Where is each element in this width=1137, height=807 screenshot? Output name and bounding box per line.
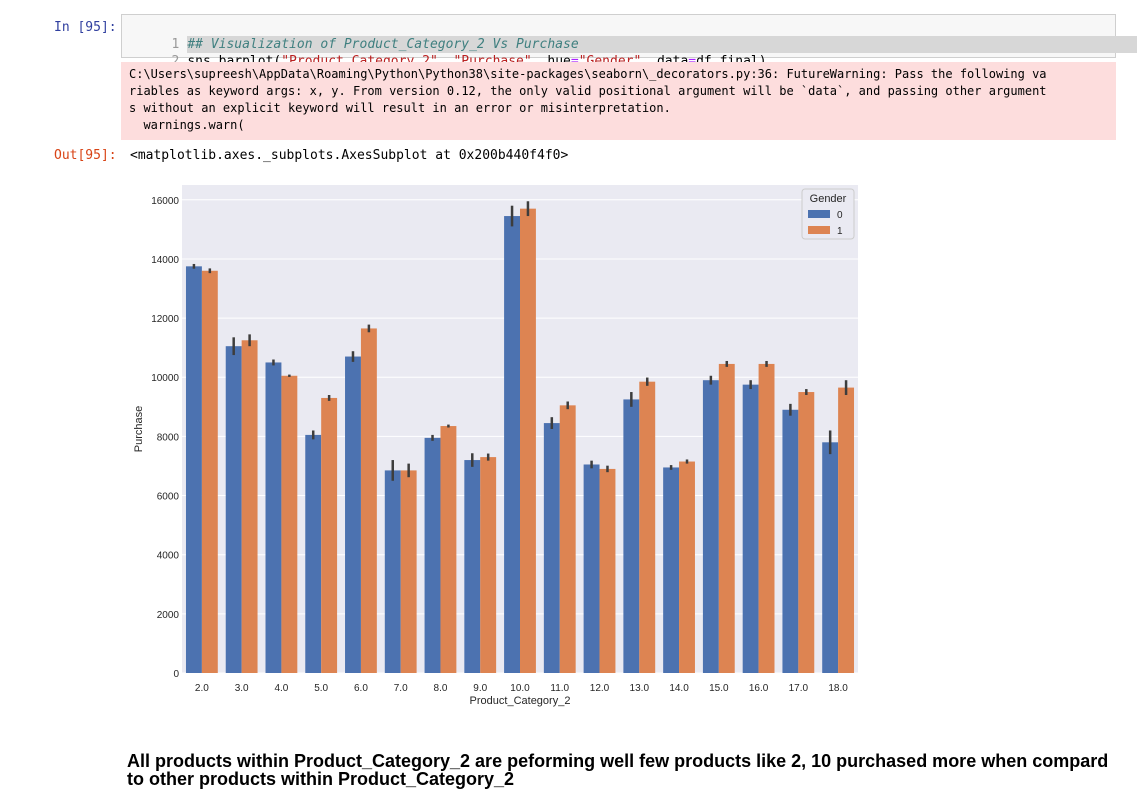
x-tick-label: 5.0 xyxy=(314,683,328,694)
bar xyxy=(384,470,401,673)
output-text: <matplotlib.axes._subplots.AxesSubplot a… xyxy=(130,148,569,163)
x-tick-label: 12.0 xyxy=(590,683,610,694)
bar xyxy=(623,399,640,673)
bar xyxy=(702,380,719,673)
y-tick-label: 4000 xyxy=(157,551,180,562)
bar xyxy=(480,457,497,673)
legend-title: Gender xyxy=(810,193,847,205)
bar xyxy=(241,340,258,673)
bar xyxy=(663,467,680,673)
code-line-1[interactable]: 1 ## Visualization of Product_Category_2 … xyxy=(122,19,1137,53)
x-tick-label: 11.0 xyxy=(550,683,569,694)
x-tick-label: 4.0 xyxy=(274,683,288,694)
x-tick-label: 10.0 xyxy=(510,683,530,694)
legend-label: 1 xyxy=(837,226,843,237)
y-tick-label: 16000 xyxy=(151,196,179,207)
bar xyxy=(822,442,839,673)
x-tick-label: 13.0 xyxy=(630,683,650,694)
bar xyxy=(838,387,855,673)
x-tick-label: 8.0 xyxy=(434,683,448,694)
barplot-chart: 0 2000 4000 6000 8000 10000 12000 14000 16000 2.0… xyxy=(133,185,858,707)
code-operator[interactable]: = xyxy=(688,54,696,69)
code-comment[interactable]: ## Visualization of Product_Category_2 V… xyxy=(187,36,1137,53)
bar xyxy=(265,362,282,673)
stderr-warning: C:\Users\supreesh\AppData\Roaming\Python… xyxy=(121,62,1116,140)
bar xyxy=(520,208,536,673)
code-line-2[interactable]: 2sns.barplot("Product_Category_2", "Purc… xyxy=(122,36,766,69)
y-tick-label: 6000 xyxy=(157,492,180,503)
x-tick-label: 15.0 xyxy=(709,683,729,694)
bar xyxy=(201,270,218,673)
y-tick-label: 0 xyxy=(173,669,179,680)
x-axis-label: Product_Category_2 xyxy=(470,695,571,707)
bar xyxy=(345,356,361,673)
x-tick-label: 16.0 xyxy=(749,683,769,694)
x-tick-label: 18.0 xyxy=(828,683,848,694)
line-number: 2 xyxy=(153,53,179,70)
x-tick-label: 7.0 xyxy=(394,683,408,694)
y-tick-label: 2000 xyxy=(157,610,180,621)
input-prompt: In [95]: xyxy=(54,20,117,35)
bar xyxy=(464,460,481,673)
x-tick-label: 2.0 xyxy=(195,683,209,694)
bar xyxy=(559,405,576,673)
legend-swatch xyxy=(808,226,830,234)
bar xyxy=(424,437,441,673)
line-number: 1 xyxy=(171,37,180,52)
bar xyxy=(798,392,815,673)
bar xyxy=(758,363,775,673)
bar xyxy=(639,381,656,673)
code-operator[interactable]: = xyxy=(571,54,579,69)
x-tick-label: 9.0 xyxy=(473,683,487,694)
bar xyxy=(400,470,417,673)
bar xyxy=(225,346,242,673)
bar xyxy=(599,468,616,673)
y-tick-label: 12000 xyxy=(151,314,179,325)
markdown-conclusion: All products within Product_Category_2 a… xyxy=(127,751,1109,789)
bar xyxy=(440,426,457,673)
output-prompt: Out[95]: xyxy=(54,148,117,163)
y-axis-label: Purchase xyxy=(133,406,145,452)
x-tick-label: 14.0 xyxy=(669,683,689,694)
bar xyxy=(782,409,799,673)
bar xyxy=(583,464,600,673)
code-separator[interactable]: , xyxy=(438,54,454,69)
bar xyxy=(321,397,338,673)
bar xyxy=(185,266,202,673)
bar xyxy=(718,363,735,673)
y-tick-label: 10000 xyxy=(151,373,179,384)
bar xyxy=(679,461,695,673)
legend-label: 0 xyxy=(837,210,843,221)
x-tick-label: 6.0 xyxy=(354,683,368,694)
bar xyxy=(504,216,520,673)
x-tick-label: 17.0 xyxy=(789,683,809,694)
legend-swatch xyxy=(808,210,830,218)
bar xyxy=(360,328,377,673)
bar xyxy=(281,375,298,673)
y-tick-label: 8000 xyxy=(157,432,180,443)
bar xyxy=(543,423,560,673)
bar xyxy=(305,434,322,673)
code-cell[interactable]: 1 ## Visualization of Product_Category_2 … xyxy=(121,14,1137,69)
y-tick-label: 14000 xyxy=(151,255,179,266)
bar xyxy=(742,384,759,673)
x-tick-label: 3.0 xyxy=(235,683,249,694)
